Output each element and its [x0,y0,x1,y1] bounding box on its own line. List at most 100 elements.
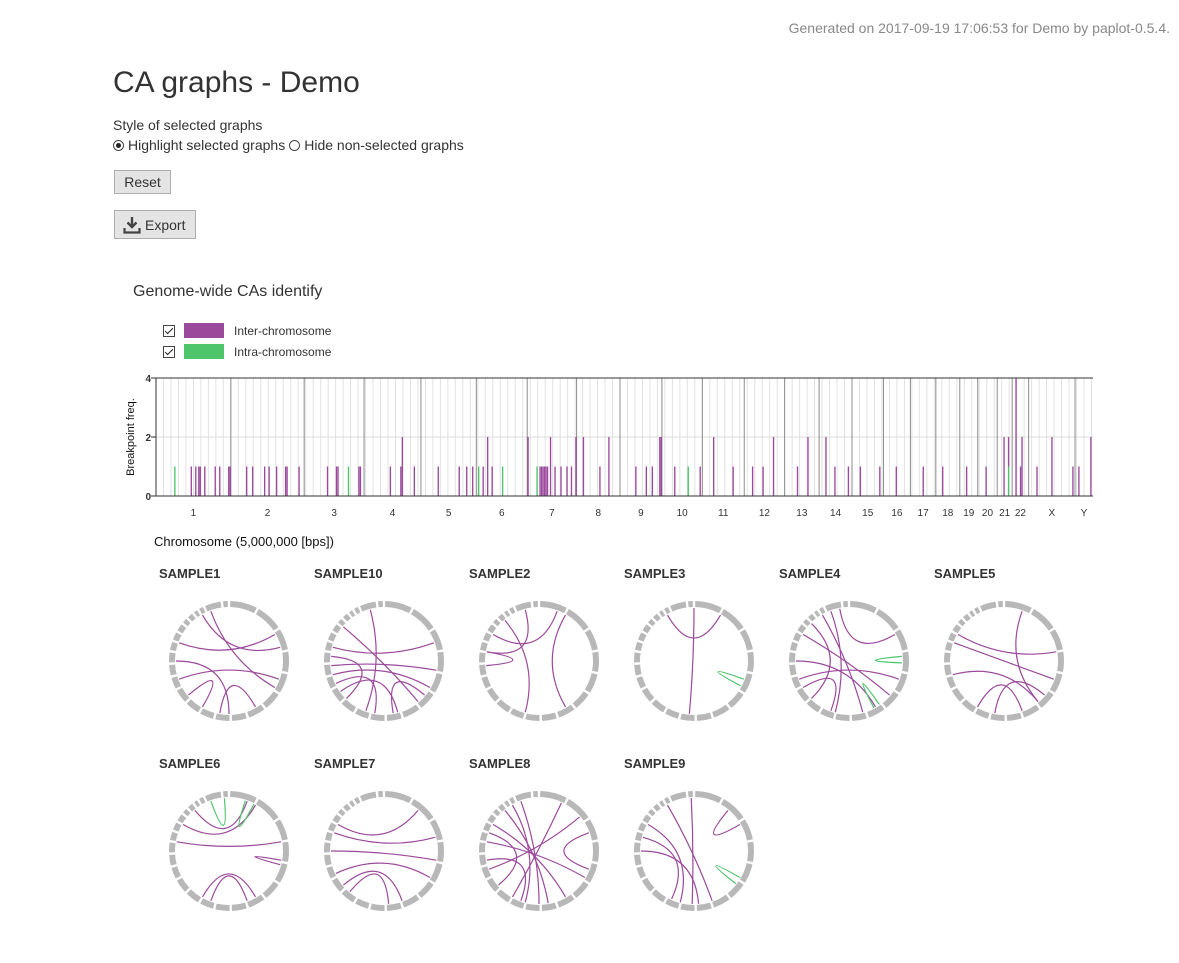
bar-inter[interactable] [275,466,278,497]
bar-intra[interactable] [501,466,504,497]
bar-inter[interactable] [699,466,701,497]
bar-inter[interactable] [1007,437,1010,467]
bar-inter[interactable] [922,466,924,497]
bar-inter[interactable] [674,466,676,497]
bar-inter[interactable] [847,466,850,497]
bar-inter[interactable] [942,466,944,497]
bar-inter[interactable] [762,466,764,497]
bar-intra[interactable] [536,466,538,497]
bar-inter[interactable] [1051,437,1053,496]
highlight-radio[interactable] [113,139,124,151]
intra-checkbox[interactable] [163,345,175,358]
sample-plot-sample1[interactable]: SAMPLE1 [159,566,309,726]
sample-plot-sample8[interactable]: SAMPLE8 [469,756,619,916]
bar-intra[interactable] [347,466,350,497]
bar-inter[interactable] [566,466,568,497]
bar-inter[interactable] [582,437,585,496]
bar-inter[interactable] [335,466,338,497]
bar-inter[interactable] [895,466,897,497]
bar-inter[interactable] [965,466,968,497]
bar-inter[interactable] [825,437,827,496]
bar-inter[interactable] [575,437,577,496]
bar-inter[interactable] [651,466,653,497]
bar-inter[interactable] [1021,437,1023,496]
bar-intra[interactable] [478,466,480,497]
bar-inter[interactable] [1003,437,1005,496]
bar-inter[interactable] [401,437,404,496]
bar-inter[interactable] [1015,378,1017,496]
bar-inter[interactable] [413,466,415,497]
export-button[interactable]: Export [114,210,196,239]
bar-inter[interactable] [1072,466,1074,497]
bar-inter[interactable] [645,466,648,497]
bar-inter[interactable] [539,466,541,497]
bar-inter[interactable] [214,466,216,497]
bar-inter[interactable] [751,466,754,497]
bar-inter[interactable] [635,466,637,497]
bar-inter[interactable] [358,466,360,497]
bar-inter[interactable] [985,466,987,497]
bar-inter[interactable] [1019,466,1022,497]
bar-inter[interactable] [807,437,809,496]
sample-plot-sample4[interactable]: SAMPLE4 [779,566,929,726]
bar-inter[interactable] [772,437,775,496]
bar-inter[interactable] [400,466,402,497]
bar-inter[interactable] [491,466,493,497]
bar-inter[interactable] [286,466,288,497]
sample-plot-sample6[interactable]: SAMPLE6 [159,756,309,916]
bar-inter[interactable] [796,466,799,497]
bar-inter[interactable] [608,437,610,496]
bar-inter[interactable] [834,466,836,497]
bar-inter[interactable] [472,466,474,497]
bar-inter[interactable] [1036,466,1038,497]
bar-inter[interactable] [482,466,484,497]
bar-inter[interactable] [527,437,529,496]
bar-inter[interactable] [554,466,556,497]
bar-inter[interactable] [437,466,439,497]
bar-inter[interactable] [486,437,489,496]
sample-plot-sample10[interactable]: SAMPLE10 [314,566,464,726]
bar-inter[interactable] [458,466,460,497]
sample-plot-sample2[interactable]: SAMPLE2 [469,566,619,726]
bar-inter[interactable] [229,466,231,497]
bar-inter[interactable] [298,466,300,497]
bar-inter[interactable] [546,466,549,497]
bar-inter[interactable] [660,437,662,496]
bar-inter[interactable] [1090,437,1092,496]
bar-inter[interactable] [263,466,266,497]
inter-checkbox[interactable] [163,324,175,337]
bar-inter[interactable] [246,466,248,497]
bar-inter[interactable] [560,466,562,497]
bar-inter[interactable] [542,466,544,497]
bar-inter[interactable] [190,466,192,497]
bar-inter[interactable] [545,466,547,497]
bar-inter[interactable] [195,466,197,497]
sample-plot-sample3[interactable]: SAMPLE3 [624,566,774,726]
bar-inter[interactable] [549,437,552,496]
sample-plot-sample9[interactable]: SAMPLE9 [624,756,774,916]
bar-inter[interactable] [570,466,573,497]
sample-plot-sample5[interactable]: SAMPLE5 [934,566,1084,726]
bar-inter[interactable] [204,466,206,497]
reset-button[interactable]: Reset [114,170,171,194]
bar-inter[interactable] [599,466,601,497]
bar-inter[interactable] [879,466,881,497]
sample-plot-sample7[interactable]: SAMPLE7 [314,756,464,916]
bar-inter[interactable] [268,466,270,497]
bar-inter[interactable] [198,466,200,497]
bar-inter[interactable] [540,466,543,497]
bar-intra[interactable] [1007,466,1010,497]
bar-inter[interactable] [284,466,287,497]
bar-inter[interactable] [251,466,254,497]
bar-inter[interactable] [359,466,362,497]
bar-inter[interactable] [228,466,230,497]
bar-inter[interactable] [1078,466,1080,497]
bar-intra[interactable] [687,466,689,497]
bar-inter[interactable] [466,466,468,497]
bar-inter[interactable] [543,466,546,497]
bar-inter[interactable] [659,437,661,496]
bar-inter[interactable] [337,466,339,497]
bar-inter[interactable] [713,437,715,496]
bar-inter[interactable] [732,466,734,497]
bar-intra[interactable] [174,466,176,497]
